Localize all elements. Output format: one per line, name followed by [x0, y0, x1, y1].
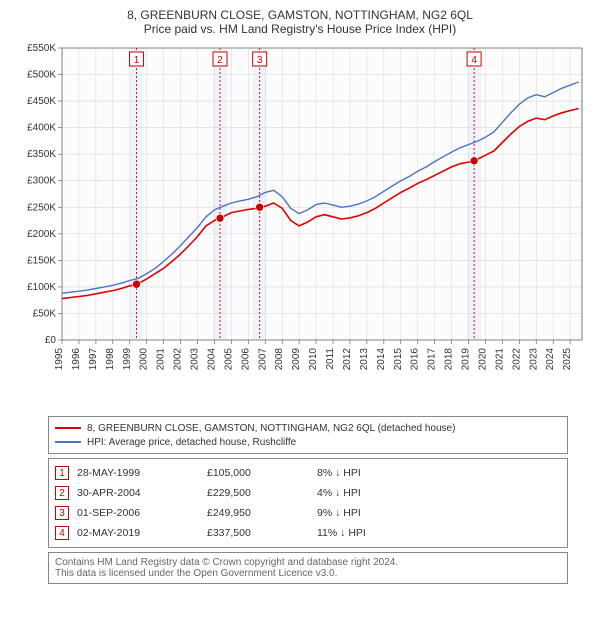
svg-text:2008: 2008 — [274, 348, 285, 371]
legend-row: 8, GREENBURN CLOSE, GAMSTON, NOTTINGHAM,… — [55, 421, 561, 435]
legend-swatch — [55, 427, 81, 429]
footer-line1: Contains HM Land Registry data © Crown c… — [55, 557, 561, 568]
title-block: 8, GREENBURN CLOSE, GAMSTON, NOTTINGHAM,… — [10, 8, 590, 36]
svg-text:1: 1 — [134, 55, 140, 66]
svg-text:1999: 1999 — [122, 348, 133, 371]
sale-diff: 8% ↓ HPI — [317, 467, 457, 479]
svg-text:£550K: £550K — [27, 43, 56, 54]
svg-text:2019: 2019 — [461, 348, 472, 371]
sale-diff: 4% ↓ HPI — [317, 487, 457, 499]
sale-number-badge: 4 — [55, 526, 69, 540]
footer-line2: This data is licensed under the Open Gov… — [55, 568, 561, 579]
sale-date: 28-MAY-1999 — [77, 467, 207, 479]
svg-text:2021: 2021 — [494, 348, 505, 371]
svg-text:£0: £0 — [45, 335, 57, 346]
table-row: 1 28-MAY-1999£105,0008% ↓ HPI — [53, 463, 563, 483]
sale-number-badge: 1 — [55, 466, 69, 480]
svg-text:£200K: £200K — [27, 229, 56, 240]
chart-title-address: 8, GREENBURN CLOSE, GAMSTON, NOTTINGHAM,… — [10, 8, 590, 22]
svg-text:2024: 2024 — [545, 348, 556, 371]
sale-date: 01-SEP-2006 — [77, 507, 207, 519]
svg-text:1995: 1995 — [54, 348, 65, 371]
svg-text:£100K: £100K — [27, 282, 56, 293]
svg-text:1997: 1997 — [88, 348, 99, 371]
svg-text:2013: 2013 — [359, 348, 370, 371]
sale-price: £249,950 — [207, 507, 317, 519]
table-row: 3 01-SEP-2006£249,9509% ↓ HPI — [53, 503, 563, 523]
svg-text:2025: 2025 — [562, 348, 573, 371]
chart-svg: £0 £50K £100K £150K £200K £250K £300K £350K £400… — [10, 40, 590, 410]
svg-text:2020: 2020 — [477, 348, 488, 371]
chart-plot: £0 £50K £100K £150K £200K £250K £300K £350K £400… — [10, 40, 590, 410]
legend-swatch — [55, 441, 81, 443]
table-row: 2 30-APR-2004£229,5004% ↓ HPI — [53, 483, 563, 503]
chart-container: 8, GREENBURN CLOSE, GAMSTON, NOTTINGHAM,… — [0, 0, 600, 594]
svg-text:2009: 2009 — [291, 348, 302, 371]
svg-text:2001: 2001 — [156, 348, 167, 371]
svg-text:2006: 2006 — [240, 348, 251, 371]
svg-text:£350K: £350K — [27, 149, 56, 160]
svg-text:2016: 2016 — [410, 348, 421, 371]
svg-text:4: 4 — [471, 55, 477, 66]
svg-text:£50K: £50K — [33, 308, 57, 319]
svg-text:1998: 1998 — [105, 348, 116, 371]
sale-price: £337,500 — [207, 527, 317, 539]
sale-number-badge: 3 — [55, 506, 69, 520]
sales-table: 1 28-MAY-1999£105,0008% ↓ HPI 2 30-APR-2004… — [48, 458, 568, 548]
svg-text:2022: 2022 — [511, 348, 522, 371]
table-row: 4 02-MAY-2019£337,50011% ↓ HPI — [53, 523, 563, 543]
sale-number-badge: 2 — [55, 486, 69, 500]
svg-text:£150K: £150K — [27, 255, 56, 266]
svg-text:2007: 2007 — [257, 348, 268, 371]
svg-text:2005: 2005 — [223, 348, 234, 371]
chart-title-subtitle: Price paid vs. HM Land Registry's House … — [10, 22, 590, 36]
svg-text:£500K: £500K — [27, 70, 56, 81]
sale-date: 02-MAY-2019 — [77, 527, 207, 539]
sale-price: £105,000 — [207, 467, 317, 479]
svg-text:£250K: £250K — [27, 202, 56, 213]
svg-text:2004: 2004 — [206, 348, 217, 371]
svg-text:2012: 2012 — [342, 348, 353, 371]
svg-text:2010: 2010 — [308, 348, 319, 371]
svg-text:£300K: £300K — [27, 176, 56, 187]
sale-diff: 9% ↓ HPI — [317, 507, 457, 519]
svg-text:2000: 2000 — [139, 348, 150, 371]
svg-text:3: 3 — [257, 55, 263, 66]
legend-row: HPI: Average price, detached house, Rush… — [55, 435, 561, 449]
legend-label: 8, GREENBURN CLOSE, GAMSTON, NOTTINGHAM,… — [87, 423, 455, 434]
legend-label: HPI: Average price, detached house, Rush… — [87, 437, 296, 448]
svg-text:2: 2 — [217, 55, 223, 66]
sale-diff: 11% ↓ HPI — [317, 527, 457, 539]
svg-text:2014: 2014 — [376, 348, 387, 371]
svg-text:2023: 2023 — [528, 348, 539, 371]
svg-text:2011: 2011 — [325, 348, 336, 370]
svg-text:£400K: £400K — [27, 123, 56, 134]
svg-text:2002: 2002 — [173, 348, 184, 371]
sale-price: £229,500 — [207, 487, 317, 499]
svg-text:1996: 1996 — [71, 348, 82, 371]
footer: Contains HM Land Registry data © Crown c… — [48, 552, 568, 584]
svg-text:2017: 2017 — [427, 348, 438, 371]
legend: 8, GREENBURN CLOSE, GAMSTON, NOTTINGHAM,… — [48, 416, 568, 454]
svg-text:2015: 2015 — [393, 348, 404, 371]
sale-date: 30-APR-2004 — [77, 487, 207, 499]
svg-text:2003: 2003 — [190, 348, 201, 371]
svg-text:£450K: £450K — [27, 96, 56, 107]
svg-text:2018: 2018 — [444, 348, 455, 371]
